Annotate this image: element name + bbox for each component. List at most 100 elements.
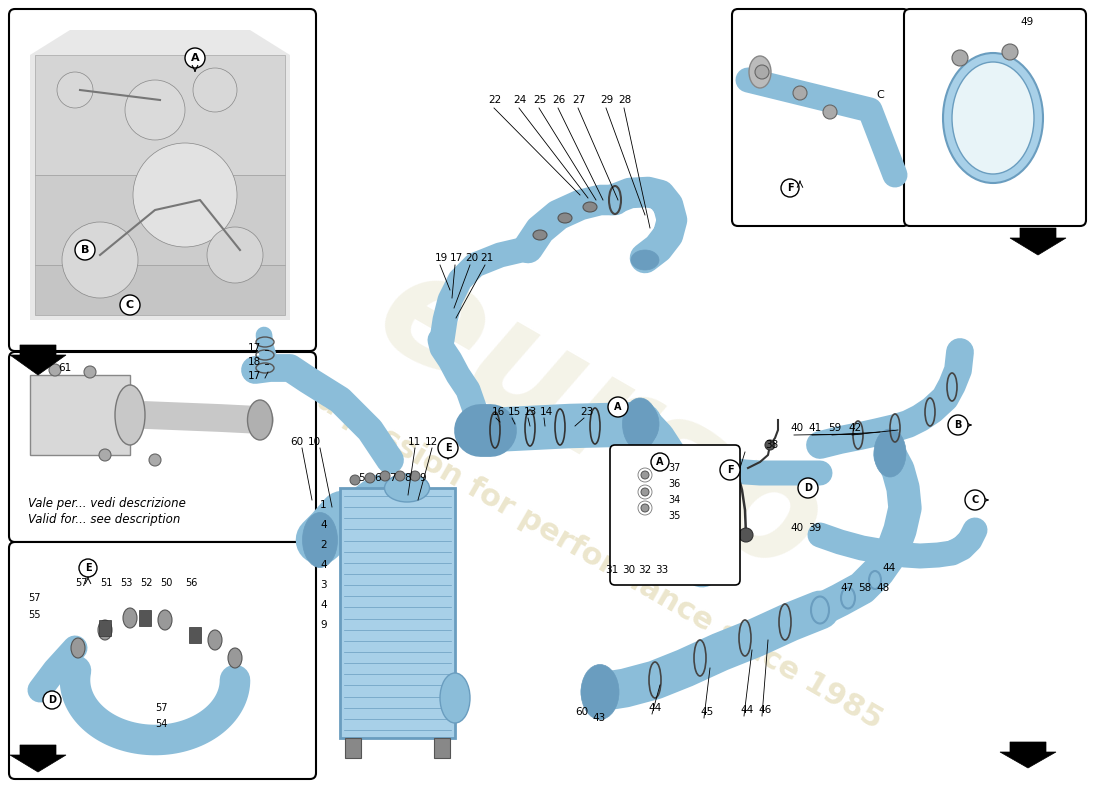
Circle shape: [948, 415, 968, 435]
Text: 57: 57: [75, 578, 88, 588]
Circle shape: [57, 72, 94, 108]
Text: 53: 53: [120, 578, 132, 588]
Text: D: D: [48, 695, 56, 705]
Text: 44: 44: [882, 563, 895, 573]
Text: 3: 3: [320, 580, 327, 590]
Circle shape: [608, 397, 628, 417]
Text: 51: 51: [100, 578, 112, 588]
Text: 6: 6: [374, 473, 381, 483]
Text: 37: 37: [668, 463, 681, 473]
Text: 40: 40: [790, 523, 803, 533]
Ellipse shape: [302, 513, 338, 567]
FancyBboxPatch shape: [9, 542, 316, 779]
Circle shape: [75, 240, 95, 260]
Text: F: F: [727, 465, 734, 475]
Circle shape: [781, 179, 799, 197]
Ellipse shape: [208, 630, 222, 650]
FancyBboxPatch shape: [732, 9, 909, 226]
Text: 32: 32: [638, 565, 651, 575]
Text: 46: 46: [758, 705, 771, 715]
Circle shape: [641, 471, 649, 479]
Text: 20: 20: [465, 253, 478, 263]
Circle shape: [739, 528, 754, 542]
Ellipse shape: [943, 53, 1043, 183]
Circle shape: [798, 478, 818, 498]
Circle shape: [641, 488, 649, 496]
Text: 24: 24: [513, 95, 526, 105]
Ellipse shape: [952, 62, 1034, 174]
Circle shape: [438, 438, 458, 458]
Ellipse shape: [98, 620, 112, 640]
Bar: [345, 738, 361, 758]
Text: 45: 45: [700, 707, 713, 717]
Ellipse shape: [583, 202, 597, 212]
Circle shape: [793, 86, 807, 100]
Ellipse shape: [558, 213, 572, 223]
Polygon shape: [10, 345, 66, 375]
Bar: [99, 620, 111, 636]
Ellipse shape: [534, 230, 547, 240]
Circle shape: [62, 222, 138, 298]
Text: 43: 43: [592, 713, 605, 723]
Ellipse shape: [158, 610, 172, 630]
Circle shape: [120, 295, 140, 315]
Bar: [189, 627, 201, 643]
Text: 17: 17: [248, 371, 262, 381]
Circle shape: [79, 559, 97, 577]
Text: 29: 29: [600, 95, 614, 105]
Text: 38: 38: [764, 440, 779, 450]
Circle shape: [755, 65, 769, 79]
Circle shape: [99, 449, 111, 461]
Text: D: D: [804, 483, 812, 493]
Text: eursp: eursp: [351, 234, 848, 606]
Text: 36: 36: [668, 479, 680, 489]
Text: 4: 4: [320, 600, 327, 610]
Text: C: C: [971, 495, 979, 505]
Text: 57: 57: [28, 593, 41, 603]
Text: 49: 49: [1020, 17, 1033, 27]
Text: a passion for performance since 1985: a passion for performance since 1985: [312, 386, 888, 734]
Text: 57: 57: [30, 363, 43, 373]
Text: 17: 17: [450, 253, 463, 263]
Circle shape: [641, 504, 649, 512]
Text: 16: 16: [492, 407, 505, 417]
Polygon shape: [1010, 228, 1066, 255]
Text: 31: 31: [605, 565, 618, 575]
Text: 41: 41: [808, 423, 822, 433]
Circle shape: [207, 227, 263, 283]
Text: 2: 2: [320, 540, 327, 550]
Ellipse shape: [116, 385, 145, 445]
Text: A: A: [190, 53, 199, 63]
Text: 8: 8: [404, 473, 410, 483]
Circle shape: [823, 105, 837, 119]
Ellipse shape: [749, 56, 771, 88]
Bar: [30, 375, 130, 455]
Text: 28: 28: [618, 95, 631, 105]
Ellipse shape: [631, 250, 659, 270]
Text: Valid for... see description: Valid for... see description: [28, 514, 180, 526]
Text: 18: 18: [248, 357, 262, 367]
Circle shape: [350, 475, 360, 485]
Text: 9: 9: [419, 473, 426, 483]
Circle shape: [965, 490, 985, 510]
Ellipse shape: [623, 398, 658, 450]
Text: 10: 10: [308, 437, 321, 447]
Text: 56: 56: [185, 578, 197, 588]
Text: 35: 35: [668, 511, 681, 521]
FancyBboxPatch shape: [9, 9, 316, 351]
Bar: [139, 610, 151, 626]
Text: 47: 47: [840, 583, 854, 593]
Text: 17: 17: [248, 343, 262, 353]
Text: B: B: [80, 245, 89, 255]
Text: 9: 9: [320, 620, 327, 630]
Text: A: A: [614, 402, 622, 412]
Ellipse shape: [874, 429, 906, 477]
Text: 59: 59: [828, 423, 842, 433]
Text: 58: 58: [858, 583, 871, 593]
FancyBboxPatch shape: [904, 9, 1086, 226]
Text: 44: 44: [648, 703, 661, 713]
Text: 26: 26: [552, 95, 565, 105]
Circle shape: [720, 460, 740, 480]
Text: E: E: [85, 563, 91, 573]
Circle shape: [764, 440, 776, 450]
